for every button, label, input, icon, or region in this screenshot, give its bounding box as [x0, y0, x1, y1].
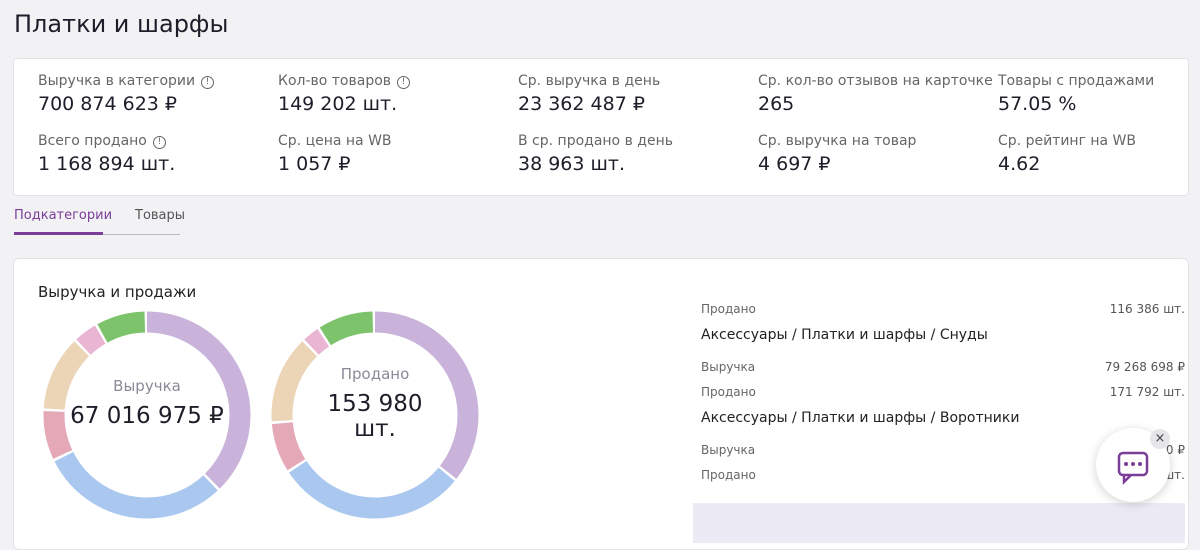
page-title: Платки и шарфы	[14, 10, 229, 38]
list-heading: Аксессуары / Платки и шарфы / Воротники	[701, 410, 1020, 426]
panel-title: Выручка и продажи	[38, 283, 197, 301]
stats-card: Выручка в категории! 700 874 623 ₽ Кол-во …	[13, 58, 1189, 196]
donut-segment	[271, 311, 479, 519]
placeholder-box	[693, 503, 1185, 543]
stat-label: Ср. кол-во отзывов на карточке	[758, 73, 993, 89]
donut-value: 153 980	[327, 391, 422, 417]
info-icon[interactable]: !	[201, 76, 215, 89]
donut-label: Выручка	[113, 377, 181, 395]
active-tab-underline	[14, 232, 103, 235]
stat-label: Ср. рейтинг на WB	[998, 133, 1137, 149]
donut-value: шт.	[354, 416, 396, 442]
stat-label: Всего продано!	[38, 133, 166, 149]
stat-value: 23 362 487 ₽	[518, 93, 645, 115]
stat-value: 4 697 ₽	[758, 153, 831, 175]
stat-value: 1 168 894 шт.	[38, 153, 176, 175]
stat-value: 149 202 шт.	[278, 93, 398, 115]
stat-label: Товары с продажами	[998, 73, 1155, 89]
donut-value: 67 016 975 ₽	[70, 403, 224, 429]
list-label: Продано	[701, 468, 756, 482]
page: Платки и шарфы Выручка в категории! 700 8…	[13, 10, 1189, 550]
list-label: Выручка	[701, 360, 756, 374]
chat-icon	[1117, 451, 1149, 486]
stat-value: 4.62	[998, 153, 1041, 175]
info-icon[interactable]: !	[152, 136, 166, 149]
list-value: 116 386 шт.	[1109, 302, 1185, 316]
stat-label: В ср. продано в день	[518, 133, 673, 149]
donut-label: Продано	[341, 365, 410, 383]
stat-value: 38 963 шт.	[518, 153, 626, 175]
panel	[13, 258, 1189, 550]
stat-label: Ср. выручка на товар	[758, 133, 917, 149]
list-value: 171 792 шт.	[1109, 385, 1185, 399]
donut-segment	[271, 311, 479, 519]
donut-segment	[43, 311, 251, 519]
stat-value: 700 874 623 ₽	[38, 93, 178, 115]
donut-segment	[43, 311, 251, 519]
stat-label: Ср. цена на WB	[278, 133, 392, 149]
list-label: Продано	[701, 385, 756, 399]
stat-value: 265	[758, 93, 795, 115]
tab[interactable]: Товары	[135, 208, 186, 223]
list-heading: Аксессуары / Платки и шарфы / Снуды	[701, 327, 988, 343]
tab[interactable]: Подкатегории	[14, 208, 113, 223]
list-value: 0 ₽	[1165, 443, 1185, 457]
donut-segment	[271, 311, 479, 519]
stat-value: 57.05 %	[998, 93, 1077, 115]
stat-label: Выручка в категории!	[38, 73, 215, 89]
stat-value: 1 057 ₽	[278, 153, 351, 175]
chat-close[interactable]: ×	[1150, 429, 1170, 449]
list-value: 79 268 698 ₽	[1104, 360, 1185, 374]
stat-label: Кол-во товаров!	[278, 73, 411, 89]
stat-label: Ср. выручка в день	[518, 73, 661, 89]
donut-segment	[43, 311, 251, 519]
list-label: Выручка	[701, 443, 756, 457]
info-icon[interactable]: !	[397, 76, 411, 89]
list-label: Продано	[701, 302, 756, 316]
